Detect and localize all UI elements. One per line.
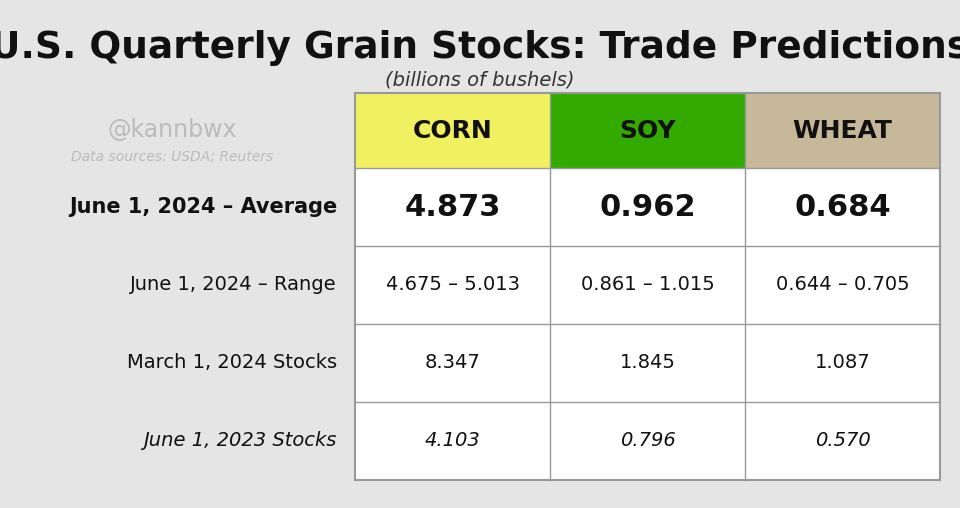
Text: 1.845: 1.845 (619, 354, 676, 372)
Text: @kannbwx: @kannbwx (108, 118, 237, 142)
Bar (355, 168, 940, 480)
Text: 1.087: 1.087 (815, 354, 871, 372)
Text: 0.684: 0.684 (794, 193, 891, 221)
Text: March 1, 2024 Stocks: March 1, 2024 Stocks (127, 354, 337, 372)
Text: 0.962: 0.962 (599, 193, 696, 221)
Bar (355, 93, 550, 168)
Text: SOY: SOY (619, 118, 676, 143)
Text: 4.675 – 5.013: 4.675 – 5.013 (386, 275, 519, 295)
Text: 4.873: 4.873 (404, 193, 501, 221)
Text: 0.570: 0.570 (815, 431, 871, 451)
Text: (billions of bushels): (billions of bushels) (385, 70, 575, 89)
Text: 4.103: 4.103 (424, 431, 480, 451)
Text: 0.861 – 1.015: 0.861 – 1.015 (581, 275, 714, 295)
Bar (550, 93, 745, 168)
Text: June 1, 2024 – Average: June 1, 2024 – Average (69, 197, 337, 217)
Text: WHEAT: WHEAT (793, 118, 893, 143)
Text: CORN: CORN (413, 118, 492, 143)
Text: 0.644 – 0.705: 0.644 – 0.705 (776, 275, 909, 295)
Text: Data sources: USDA; Reuters: Data sources: USDA; Reuters (71, 150, 274, 164)
Bar (745, 93, 940, 168)
Text: U.S. Quarterly Grain Stocks: Trade Predictions: U.S. Quarterly Grain Stocks: Trade Predi… (0, 30, 960, 66)
Text: June 1, 2023 Stocks: June 1, 2023 Stocks (144, 431, 337, 451)
Text: 0.796: 0.796 (619, 431, 676, 451)
Text: 8.347: 8.347 (424, 354, 480, 372)
Bar (355, 93, 940, 480)
Text: June 1, 2024 – Range: June 1, 2024 – Range (131, 275, 337, 295)
